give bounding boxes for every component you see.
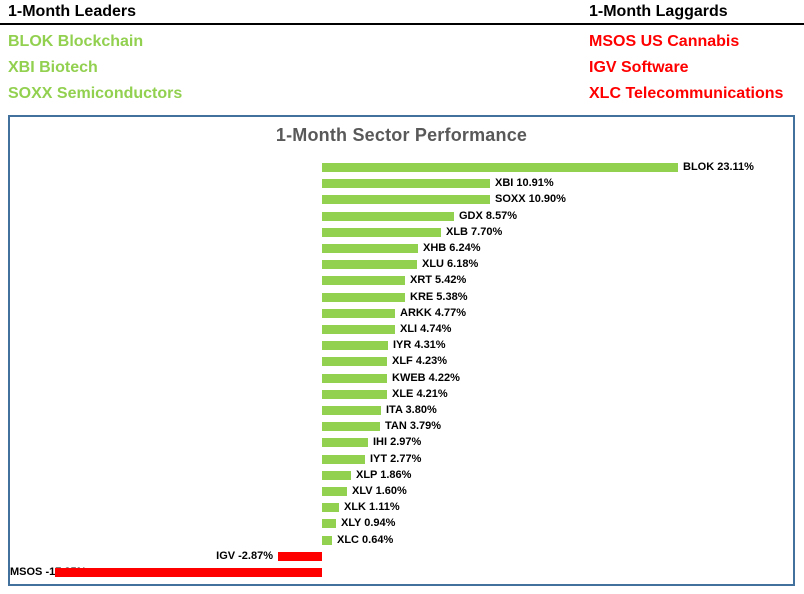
leader-item-blok: BLOK Blockchain (8, 33, 144, 50)
bar-label-ita: ITA 3.80% (386, 404, 437, 416)
bar-label-xli: XLI 4.74% (400, 323, 452, 335)
bar-xlf (322, 357, 387, 366)
bar-label-xlf: XLF 4.23% (392, 355, 448, 367)
laggard-item-igv: IGV Software (589, 59, 689, 76)
chart-title: 1-Month Sector Performance (275, 125, 528, 145)
bar-label-xbi: XBI 10.91% (495, 177, 554, 189)
bar-label-xrt: XRT 5.42% (410, 274, 467, 286)
bar-label-igv: IGV -2.87% (216, 550, 273, 562)
bar-label-gdx: GDX 8.57% (459, 210, 518, 222)
sector-performance-chart: 1-Month Sector Performance BLOK 23.11% XB… (8, 115, 795, 586)
bar-ita (322, 406, 381, 415)
bar-label-iyt: IYT 2.77% (370, 453, 422, 465)
bar-label-xhb: XHB 6.24% (423, 242, 481, 254)
bar-xlv (322, 487, 347, 496)
bar-label-xlp: XLP 1.86% (356, 469, 412, 481)
leader-item-xbi: XBI Biotech (8, 59, 98, 76)
bar-label-kre: KRE 5.38% (410, 291, 468, 303)
bar-label-ihi: IHI 2.97% (373, 436, 422, 448)
leaders-laggards-header: 1-Month Leaders 1-Month Laggards BLOK Bl… (0, 0, 804, 112)
bar-xlu (322, 260, 417, 269)
bar-xli (322, 325, 395, 334)
bar-soxx (322, 195, 490, 204)
leaders-title: 1-Month Leaders (8, 3, 137, 20)
bar-xle (322, 390, 387, 399)
bar-label-xle: XLE 4.21% (392, 388, 448, 400)
bar-label-soxx: SOXX 10.90% (495, 193, 566, 205)
bar-xlp (322, 471, 351, 480)
bar-label-xlb: XLB 7.70% (446, 226, 503, 238)
laggards-list: MSOS US Cannabis IGV Software XLC Telecomm… (589, 29, 783, 107)
bar-xhb (322, 244, 418, 253)
laggard-item-xlc: XLC Telecommunications (589, 85, 784, 102)
header-underline (0, 0, 804, 25)
bar-xbi (322, 179, 490, 188)
leader-item-soxx: SOXX Semiconductors (8, 85, 183, 102)
bar-label-iyr: IYR 4.31% (393, 339, 446, 351)
bar-label-xly: XLY 0.94% (341, 517, 396, 529)
leaders-list: BLOK Blockchain XBI Biotech SOXX Semicondu… (8, 29, 182, 107)
laggard-item-msos: MSOS US Cannabis (589, 33, 740, 50)
bar-label-tan: TAN 3.79% (385, 420, 442, 432)
bar-arkk (322, 309, 395, 318)
bar-label-kweb: KWEB 4.22% (392, 372, 460, 384)
bar-igv (278, 552, 322, 561)
bar-iyr (322, 341, 388, 350)
bar-label-xlu: XLU 6.18% (422, 258, 479, 270)
bar-msos (55, 568, 322, 577)
chart-plot-area: BLOK 23.11% XBI 10.91% SOXX 10.90% GDX 8.57… (10, 117, 793, 584)
bar-ihi (322, 438, 368, 447)
bar-xlb (322, 228, 441, 237)
bar-kweb (322, 374, 387, 383)
bar-blok (322, 163, 678, 172)
bar-label-blok: BLOK 23.11% (683, 161, 754, 173)
bar-label-xlc: XLC 0.64% (337, 534, 394, 546)
bar-xlc (322, 536, 332, 545)
bar-label-xlv: XLV 1.60% (352, 485, 407, 497)
bar-tan (322, 422, 380, 431)
bar-kre (322, 293, 405, 302)
bar-label-xlk: XLK 1.11% (344, 501, 400, 513)
bar-gdx (322, 212, 454, 221)
bar-xlk (322, 503, 339, 512)
bar-label-arkk: ARKK 4.77% (400, 307, 467, 319)
bar-xly (322, 519, 336, 528)
bar-xrt (322, 276, 405, 285)
bar-iyt (322, 455, 365, 464)
laggards-title: 1-Month Laggards (589, 3, 728, 20)
